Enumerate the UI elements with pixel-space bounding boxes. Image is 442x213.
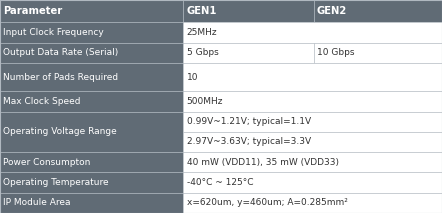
Bar	[183, 22, 442, 43]
Text: 25MHz: 25MHz	[187, 28, 217, 37]
Text: -40°C ~ 125°C: -40°C ~ 125°C	[187, 178, 253, 187]
Text: Operating Temperature: Operating Temperature	[3, 178, 109, 187]
Bar	[0, 193, 183, 213]
Text: Parameter: Parameter	[3, 6, 62, 16]
Text: Operating Voltage Range: Operating Voltage Range	[3, 127, 117, 136]
Text: 10: 10	[187, 73, 198, 82]
Text: Output Data Rate (Serial): Output Data Rate (Serial)	[3, 48, 118, 57]
Bar	[183, 43, 314, 63]
Bar	[0, 152, 183, 173]
Bar	[314, 0, 442, 22]
Bar	[183, 173, 442, 193]
Text: 500MHz: 500MHz	[187, 97, 223, 106]
Text: 40 mW (VDD11), 35 mW (VDD33): 40 mW (VDD11), 35 mW (VDD33)	[187, 158, 339, 167]
Bar	[183, 0, 314, 22]
Bar	[314, 43, 442, 63]
Text: 2.97V~3.63V; typical=3.3V: 2.97V~3.63V; typical=3.3V	[187, 138, 311, 147]
Text: GEN1: GEN1	[187, 6, 217, 16]
Bar	[183, 193, 442, 213]
Bar	[183, 112, 442, 132]
Bar	[0, 173, 183, 193]
Text: 5 Gbps: 5 Gbps	[187, 48, 218, 57]
Bar	[183, 91, 442, 112]
Text: IP Module Area: IP Module Area	[3, 198, 71, 207]
Text: Power Consumpton: Power Consumpton	[3, 158, 91, 167]
Bar	[0, 0, 183, 22]
Bar	[183, 132, 442, 152]
Bar	[183, 63, 442, 91]
Text: Input Clock Frequency: Input Clock Frequency	[3, 28, 104, 37]
Text: 0.99V~1.21V; typical=1.1V: 0.99V~1.21V; typical=1.1V	[187, 117, 311, 126]
Text: Number of Pads Required: Number of Pads Required	[3, 73, 118, 82]
Bar	[0, 43, 183, 63]
Text: x=620um, y=460um; A=0.285mm²: x=620um, y=460um; A=0.285mm²	[187, 198, 347, 207]
Bar	[0, 91, 183, 112]
Text: Max Clock Speed: Max Clock Speed	[3, 97, 80, 106]
Bar	[0, 112, 183, 152]
Text: 10 Gbps: 10 Gbps	[317, 48, 354, 57]
Bar	[183, 152, 442, 173]
Bar	[0, 22, 183, 43]
Text: GEN2: GEN2	[317, 6, 347, 16]
Bar	[0, 63, 183, 91]
